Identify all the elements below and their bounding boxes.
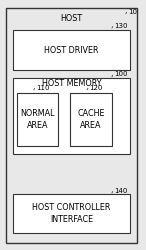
- Text: NORMAL
AREA: NORMAL AREA: [20, 109, 55, 130]
- Bar: [17, 92, 58, 146]
- Text: HOST MEMORY: HOST MEMORY: [42, 79, 101, 88]
- Text: 130: 130: [114, 23, 127, 29]
- Text: 120: 120: [89, 84, 102, 90]
- Bar: [13, 30, 130, 70]
- Bar: [70, 92, 112, 146]
- Text: CACHE
AREA: CACHE AREA: [77, 109, 105, 130]
- Bar: [13, 194, 130, 232]
- Text: 10: 10: [128, 8, 137, 14]
- Text: 110: 110: [36, 84, 49, 90]
- Text: HOST CONTROLLER
INTERFACE: HOST CONTROLLER INTERFACE: [32, 203, 111, 224]
- Text: HOST: HOST: [60, 14, 83, 23]
- Text: 140: 140: [114, 188, 127, 194]
- Text: HOST DRIVER: HOST DRIVER: [44, 46, 99, 54]
- Bar: [13, 78, 130, 154]
- Text: 100: 100: [114, 72, 127, 78]
